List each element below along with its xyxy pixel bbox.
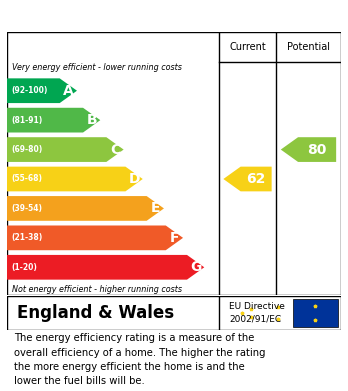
Text: F: F [170,231,179,245]
Text: Not energy efficient - higher running costs: Not energy efficient - higher running co… [12,285,182,294]
Text: G: G [190,260,201,274]
Polygon shape [7,226,183,250]
Text: (69-80): (69-80) [11,145,42,154]
Text: (55-68): (55-68) [11,174,42,183]
Text: (81-91): (81-91) [11,116,42,125]
Text: Very energy efficient - lower running costs: Very energy efficient - lower running co… [12,63,182,72]
Text: EU Directive
2002/91/EC: EU Directive 2002/91/EC [229,301,285,323]
Polygon shape [281,137,336,162]
Text: Potential: Potential [287,42,330,52]
Text: C: C [110,143,120,156]
Polygon shape [7,137,124,162]
Text: The energy efficiency rating is a measure of the
overall efficiency of a home. T: The energy efficiency rating is a measur… [14,333,265,386]
Polygon shape [223,167,272,191]
Text: (1-20): (1-20) [11,263,37,272]
Text: D: D [128,172,140,186]
Polygon shape [7,167,143,191]
Polygon shape [7,108,100,133]
Text: England & Wales: England & Wales [17,304,174,322]
Polygon shape [7,196,164,221]
Polygon shape [7,78,77,103]
Text: Energy Efficiency Rating: Energy Efficiency Rating [17,6,246,24]
Text: (21-38): (21-38) [11,233,42,242]
Text: (92-100): (92-100) [11,86,47,95]
Bar [293,299,338,327]
Text: B: B [86,113,97,127]
Polygon shape [7,255,204,280]
Text: (39-54): (39-54) [11,204,42,213]
Text: A: A [63,84,74,98]
Text: E: E [151,201,160,215]
Text: 62: 62 [246,172,266,186]
Text: 80: 80 [307,143,327,156]
Text: Current: Current [229,42,266,52]
